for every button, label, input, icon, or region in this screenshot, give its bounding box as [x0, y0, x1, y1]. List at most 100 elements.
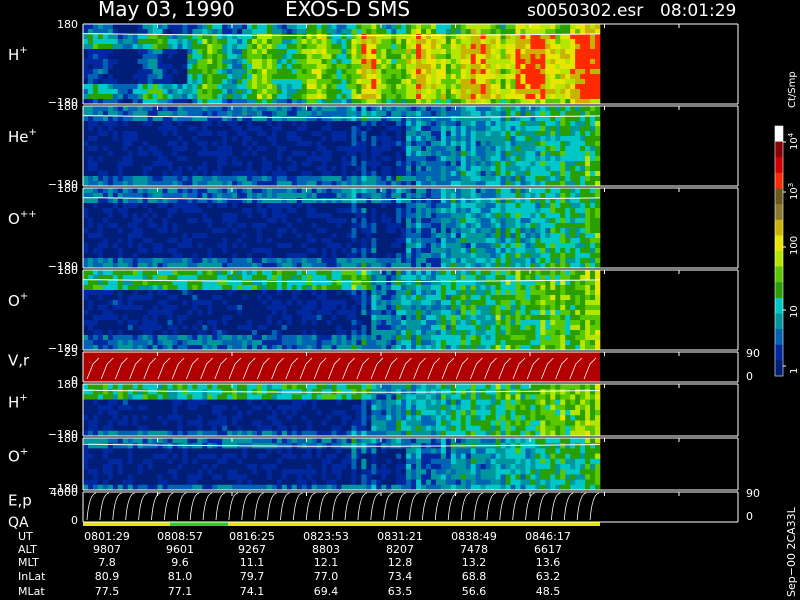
heat-cell [172, 79, 178, 85]
heat-cell [212, 94, 218, 100]
heat-cell [232, 84, 238, 90]
heat-cell [455, 203, 462, 209]
heat-cell [580, 136, 586, 142]
heat-cell [152, 79, 158, 85]
heat-cell [401, 233, 407, 239]
heat-cell [336, 54, 342, 60]
heat-cell [137, 181, 143, 187]
heat-cell [212, 34, 218, 40]
heat-cell [102, 24, 109, 30]
heat-cell [580, 84, 586, 90]
heat-cell [550, 79, 556, 85]
heat-cell [306, 151, 312, 157]
heat-cell [366, 193, 372, 199]
heat-cell [470, 258, 477, 264]
heat-cell [336, 34, 342, 40]
heat-cell [97, 84, 104, 90]
heat-cell [490, 84, 496, 90]
heat-cell [590, 156, 596, 162]
heat-cell [197, 218, 203, 224]
heat-cell [202, 161, 208, 167]
heat-cell [266, 248, 273, 254]
heat-cell [261, 131, 268, 137]
heat-cell [172, 203, 178, 209]
heat-cell [232, 99, 238, 105]
heat-cell [435, 64, 442, 70]
heat-cell [495, 69, 501, 75]
heat-cell [470, 146, 477, 152]
heat-cell [366, 136, 372, 142]
heat-cell [426, 156, 432, 162]
heat-cell [590, 121, 596, 127]
heat-cell [217, 74, 223, 80]
heat-cell [137, 79, 143, 85]
heat-cell [570, 188, 576, 194]
heat-cell [212, 258, 218, 264]
heat-cell [351, 213, 357, 219]
heat-cell [301, 258, 307, 264]
heat-cell [515, 49, 521, 55]
heat-cell [430, 99, 437, 105]
heat-cell [207, 44, 213, 50]
heat-cell [247, 29, 253, 35]
heat-cell [346, 156, 352, 162]
heat-cell [172, 84, 178, 90]
heat-cell [401, 193, 407, 199]
heat-cell [520, 24, 526, 30]
heat-cell [177, 263, 183, 269]
heat-cell [316, 176, 322, 182]
heat-cell [515, 126, 521, 132]
heat-cell [326, 39, 332, 45]
heat-cell [301, 218, 307, 224]
heat-cell [426, 258, 432, 264]
heat-cell [306, 64, 312, 70]
heat-cell [435, 89, 442, 95]
heat-cell [475, 121, 481, 127]
heat-cell [366, 243, 372, 249]
heat-cell [371, 54, 377, 60]
heat-cell [117, 258, 124, 264]
heat-cell [102, 39, 109, 45]
heat-cell [480, 176, 486, 182]
heat-cell [515, 181, 521, 187]
heat-cell [187, 69, 193, 75]
heat-cell [291, 233, 298, 239]
heat-cell [525, 193, 531, 199]
heat-cell [167, 146, 173, 152]
heat-cell [132, 24, 138, 30]
heat-cell [515, 106, 521, 112]
heat-cell [465, 198, 472, 204]
heat-cell [341, 218, 347, 224]
heat-cell [361, 188, 367, 194]
heat-cell [321, 166, 327, 172]
heat-cell [286, 193, 293, 199]
heat-cell [361, 156, 367, 162]
heat-cell [316, 146, 322, 152]
heat-cell [550, 29, 556, 35]
heat-cell [475, 213, 481, 219]
heat-cell [401, 213, 407, 219]
heat-cell [371, 198, 377, 204]
heat-cell [386, 64, 392, 70]
heat-cell [306, 188, 312, 194]
heat-cell [381, 176, 387, 182]
heat-cell [455, 106, 462, 112]
heat-cell [271, 94, 278, 100]
heat-cell [172, 258, 178, 264]
heat-cell [316, 203, 322, 209]
heat-cell [237, 141, 243, 147]
heat-cell [296, 39, 303, 45]
heat-cell [346, 99, 352, 105]
heat-cell [545, 203, 551, 209]
panel-o-2: O++180−180 [8, 182, 739, 273]
heat-cell [540, 263, 546, 269]
heat-cell [520, 84, 526, 90]
heat-cell [421, 34, 427, 40]
heat-cell [92, 176, 99, 182]
heat-cell [530, 84, 536, 90]
heat-cell [421, 59, 427, 65]
heat-cell [256, 213, 263, 219]
heat-cell [485, 39, 491, 45]
heat-cell [192, 208, 198, 214]
heat-cell [366, 106, 372, 112]
